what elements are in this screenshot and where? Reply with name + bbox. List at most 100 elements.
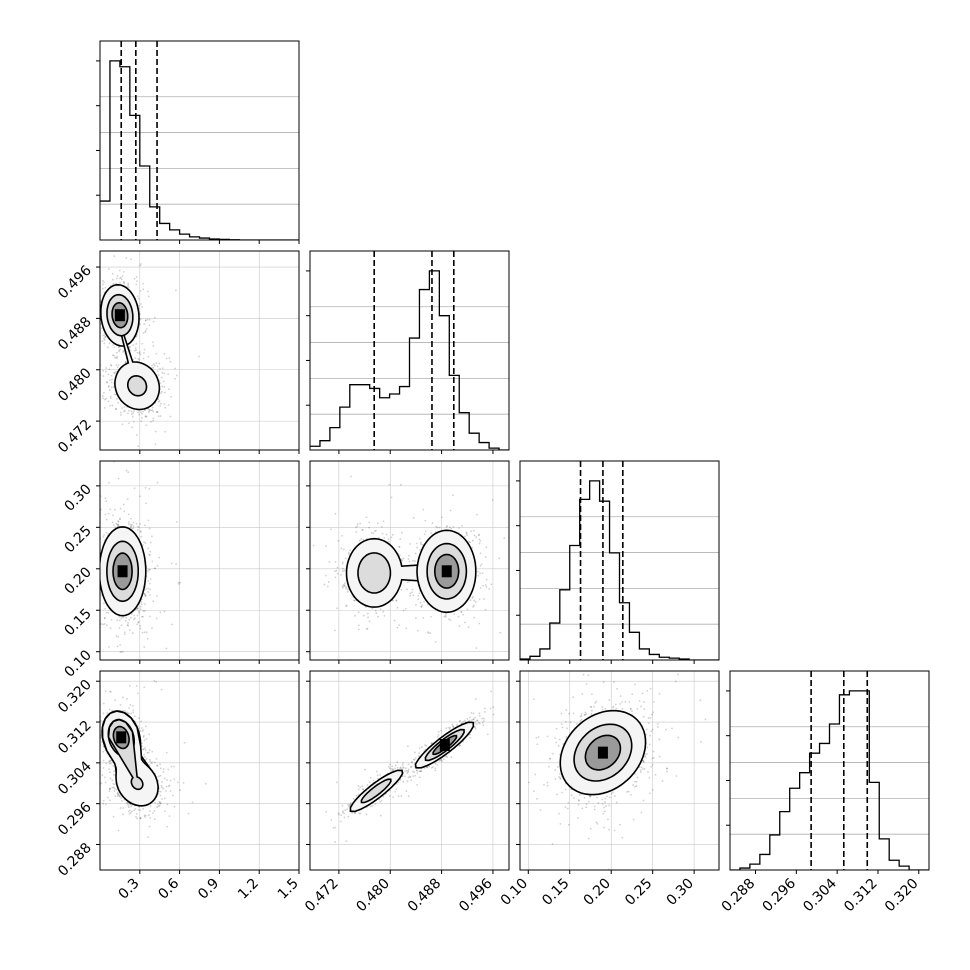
scatter-point: [88, 550, 90, 552]
scatter-point: [471, 539, 474, 542]
scatter-point: [360, 538, 363, 540]
scatter-point: [104, 335, 107, 338]
scatter-point: [117, 520, 120, 523]
scatter-point: [379, 608, 382, 611]
scatter-point: [108, 646, 110, 648]
scatter-point: [449, 619, 452, 621]
density-peak: [117, 565, 128, 578]
scatter-point: [131, 632, 134, 635]
scatter-point: [96, 584, 98, 586]
scatter-point: [152, 417, 155, 420]
scatter-point: [119, 348, 122, 351]
scatter-point: [112, 764, 114, 767]
scatter-point: [96, 376, 98, 378]
scatter-point: [112, 385, 115, 388]
scatter-point: [129, 349, 132, 352]
scatter-point: [152, 419, 154, 422]
scatter-point: [491, 499, 494, 501]
histogram-step: [100, 60, 299, 240]
scatter-point: [135, 522, 138, 525]
scatter-point: [148, 318, 151, 321]
scatter-point: [482, 598, 485, 600]
scatter-point: [113, 787, 116, 790]
scatter-point: [472, 604, 475, 607]
scatter-point: [474, 601, 477, 603]
scatter-point: [127, 286, 130, 289]
scatter-point: [159, 611, 162, 614]
scatter-point: [152, 366, 155, 369]
scatter-point: [105, 518, 108, 521]
scatter-point: [156, 410, 159, 413]
scatter-point: [334, 512, 337, 515]
scatter-point: [133, 349, 136, 352]
scatter-point: [460, 611, 463, 613]
scatter-point: [156, 764, 159, 767]
scatter-point: [139, 353, 142, 356]
scatter-point: [91, 330, 93, 332]
scatter-point: [143, 753, 146, 756]
scatter-point: [355, 526, 357, 529]
scatter-point: [102, 799, 105, 802]
scatter-point: [139, 627, 142, 630]
scatter-point: [108, 384, 110, 387]
scatter-point: [156, 564, 159, 567]
scatter-point: [356, 523, 359, 526]
panel-frame: [99, 40, 300, 241]
scatter-point: [102, 767, 105, 769]
scatter-point: [144, 486, 147, 489]
scatter-point: [167, 373, 170, 376]
scatter-point: [96, 596, 98, 598]
scatter-point: [401, 559, 403, 562]
scatter-point: [81, 360, 83, 362]
scatter-point: [446, 525, 449, 527]
scatter-point: [169, 360, 172, 363]
scatter-point: [163, 391, 166, 394]
scatter-point: [460, 610, 463, 613]
scatter-point: [92, 715, 94, 717]
scatter-point: [404, 607, 407, 610]
scatter-point: [97, 737, 99, 739]
scatter-point: [98, 593, 100, 595]
scatter-point: [113, 683, 115, 685]
scatter-point: [163, 403, 166, 405]
scatter-point: [103, 334, 106, 336]
scatter-point: [145, 415, 147, 418]
scatter-point: [147, 591, 150, 593]
scatter-point: [148, 568, 150, 571]
scatter-point: [145, 631, 148, 634]
scatter-point: [362, 538, 365, 541]
scatter-point: [382, 610, 385, 613]
scatter-point: [485, 578, 488, 581]
scatter-point: [119, 518, 121, 521]
scatter-point: [464, 621, 466, 624]
scatter-point: [136, 675, 138, 677]
scatter-point: [175, 374, 178, 377]
scatter-point: [101, 340, 104, 342]
scatter-point: [112, 354, 115, 357]
scatter-point: [498, 557, 501, 560]
scatter-point: [341, 561, 344, 564]
scatter-point: [133, 618, 135, 621]
scatter-point: [177, 581, 180, 584]
scatter-point: [144, 330, 147, 332]
scatter-point: [129, 616, 132, 619]
scatter-point: [128, 712, 131, 715]
scatter-point: [138, 611, 140, 614]
scatter-point: [98, 652, 100, 654]
scatter-point: [147, 519, 150, 522]
scatter-point: [111, 779, 114, 782]
scatter-point: [160, 390, 163, 393]
scatter-point: [136, 692, 139, 695]
scatter-point: [421, 604, 424, 607]
scatter-point: [93, 609, 95, 611]
scatter-point: [443, 615, 446, 618]
scatter-point: [139, 816, 142, 819]
scatter-point: [412, 594, 415, 597]
scatter-point: [141, 745, 143, 748]
scatter-point: [396, 606, 399, 609]
scatter-point: [149, 578, 152, 580]
scatter-point: [357, 624, 360, 627]
scatter-point: [140, 420, 143, 423]
scatter-point: [113, 346, 116, 349]
scatter-point: [90, 363, 92, 365]
